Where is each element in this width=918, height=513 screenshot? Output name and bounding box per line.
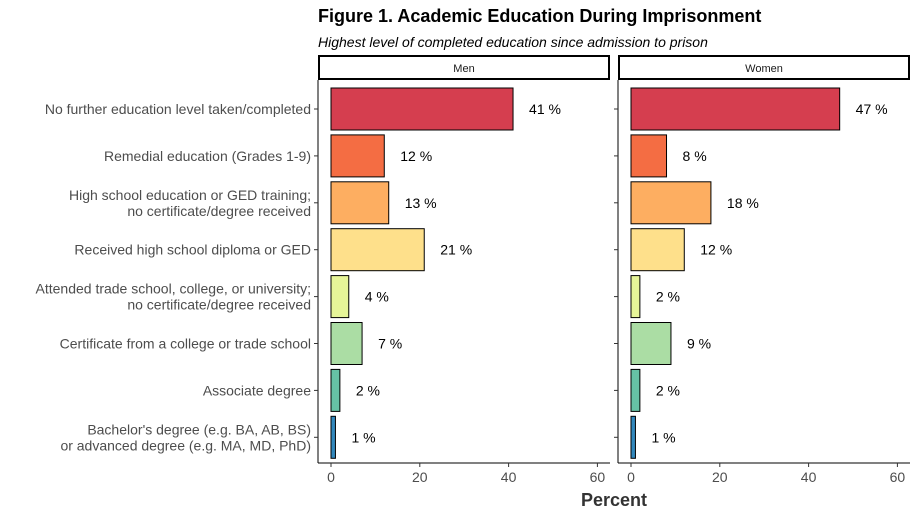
facet-label: Women: [745, 63, 783, 75]
category-label: Certificate from a college or trade scho…: [60, 336, 311, 352]
x-tick-label: 40: [501, 469, 517, 485]
chart-subtitle: Highest level of completed education sin…: [318, 34, 708, 50]
category-label: Attended trade school, college, or unive…: [36, 281, 312, 313]
data-label: 7 %: [378, 336, 402, 352]
data-label: 1 %: [651, 429, 675, 445]
x-tick-label: 0: [627, 469, 635, 485]
bar: [630, 368, 641, 412]
bar: [630, 228, 685, 272]
bar: [330, 322, 363, 365]
bar: [630, 181, 712, 225]
facet-label: Men: [453, 63, 474, 75]
data-label: 2 %: [656, 289, 680, 305]
x-tick-label: 60: [590, 469, 606, 485]
category-label: Remedial education (Grades 1-9): [104, 148, 311, 164]
data-label: 4 %: [365, 289, 389, 305]
bar: [330, 181, 390, 225]
x-tick-label: 0: [327, 469, 335, 485]
data-label: 21 %: [440, 242, 472, 258]
data-label: 8 %: [683, 148, 707, 164]
bar: [330, 415, 336, 459]
bar: [330, 134, 385, 178]
bar: [630, 322, 672, 365]
data-label: 12 %: [400, 148, 432, 164]
x-axis-title: Percent: [581, 490, 647, 510]
data-label: 41 %: [529, 101, 561, 117]
bar: [330, 368, 341, 412]
x-tick-label: 20: [412, 469, 428, 485]
data-label: 9 %: [687, 336, 711, 352]
bar: [630, 134, 668, 178]
bar: [330, 275, 350, 319]
category-label: Associate degree: [203, 382, 311, 398]
chart-title: Figure 1. Academic Education During Impr…: [318, 6, 762, 26]
bar: [330, 228, 425, 272]
bar: [630, 87, 841, 131]
bar: [330, 87, 514, 131]
category-label: High school education or GED training; no…: [69, 187, 311, 219]
data-label: 47 %: [856, 101, 888, 117]
x-tick-label: 20: [712, 469, 728, 485]
facet-strip: [618, 55, 910, 80]
facet-strip: [318, 55, 610, 80]
category-label: Bachelor's degree (e.g. BA, AB, BS) or ad…: [60, 421, 311, 453]
data-label: 1 %: [351, 429, 375, 445]
data-label: 2 %: [356, 382, 380, 398]
category-label: No further education level taken/complet…: [45, 101, 311, 117]
data-label: 12 %: [700, 242, 732, 258]
category-label: Received high school diploma or GED: [74, 242, 311, 258]
x-tick-label: 60: [890, 469, 906, 485]
data-label: 18 %: [727, 195, 759, 211]
x-tick-label: 40: [801, 469, 817, 485]
bar: [630, 275, 641, 319]
bar: [630, 415, 636, 459]
data-label: 2 %: [656, 382, 680, 398]
data-label: 13 %: [405, 195, 437, 211]
